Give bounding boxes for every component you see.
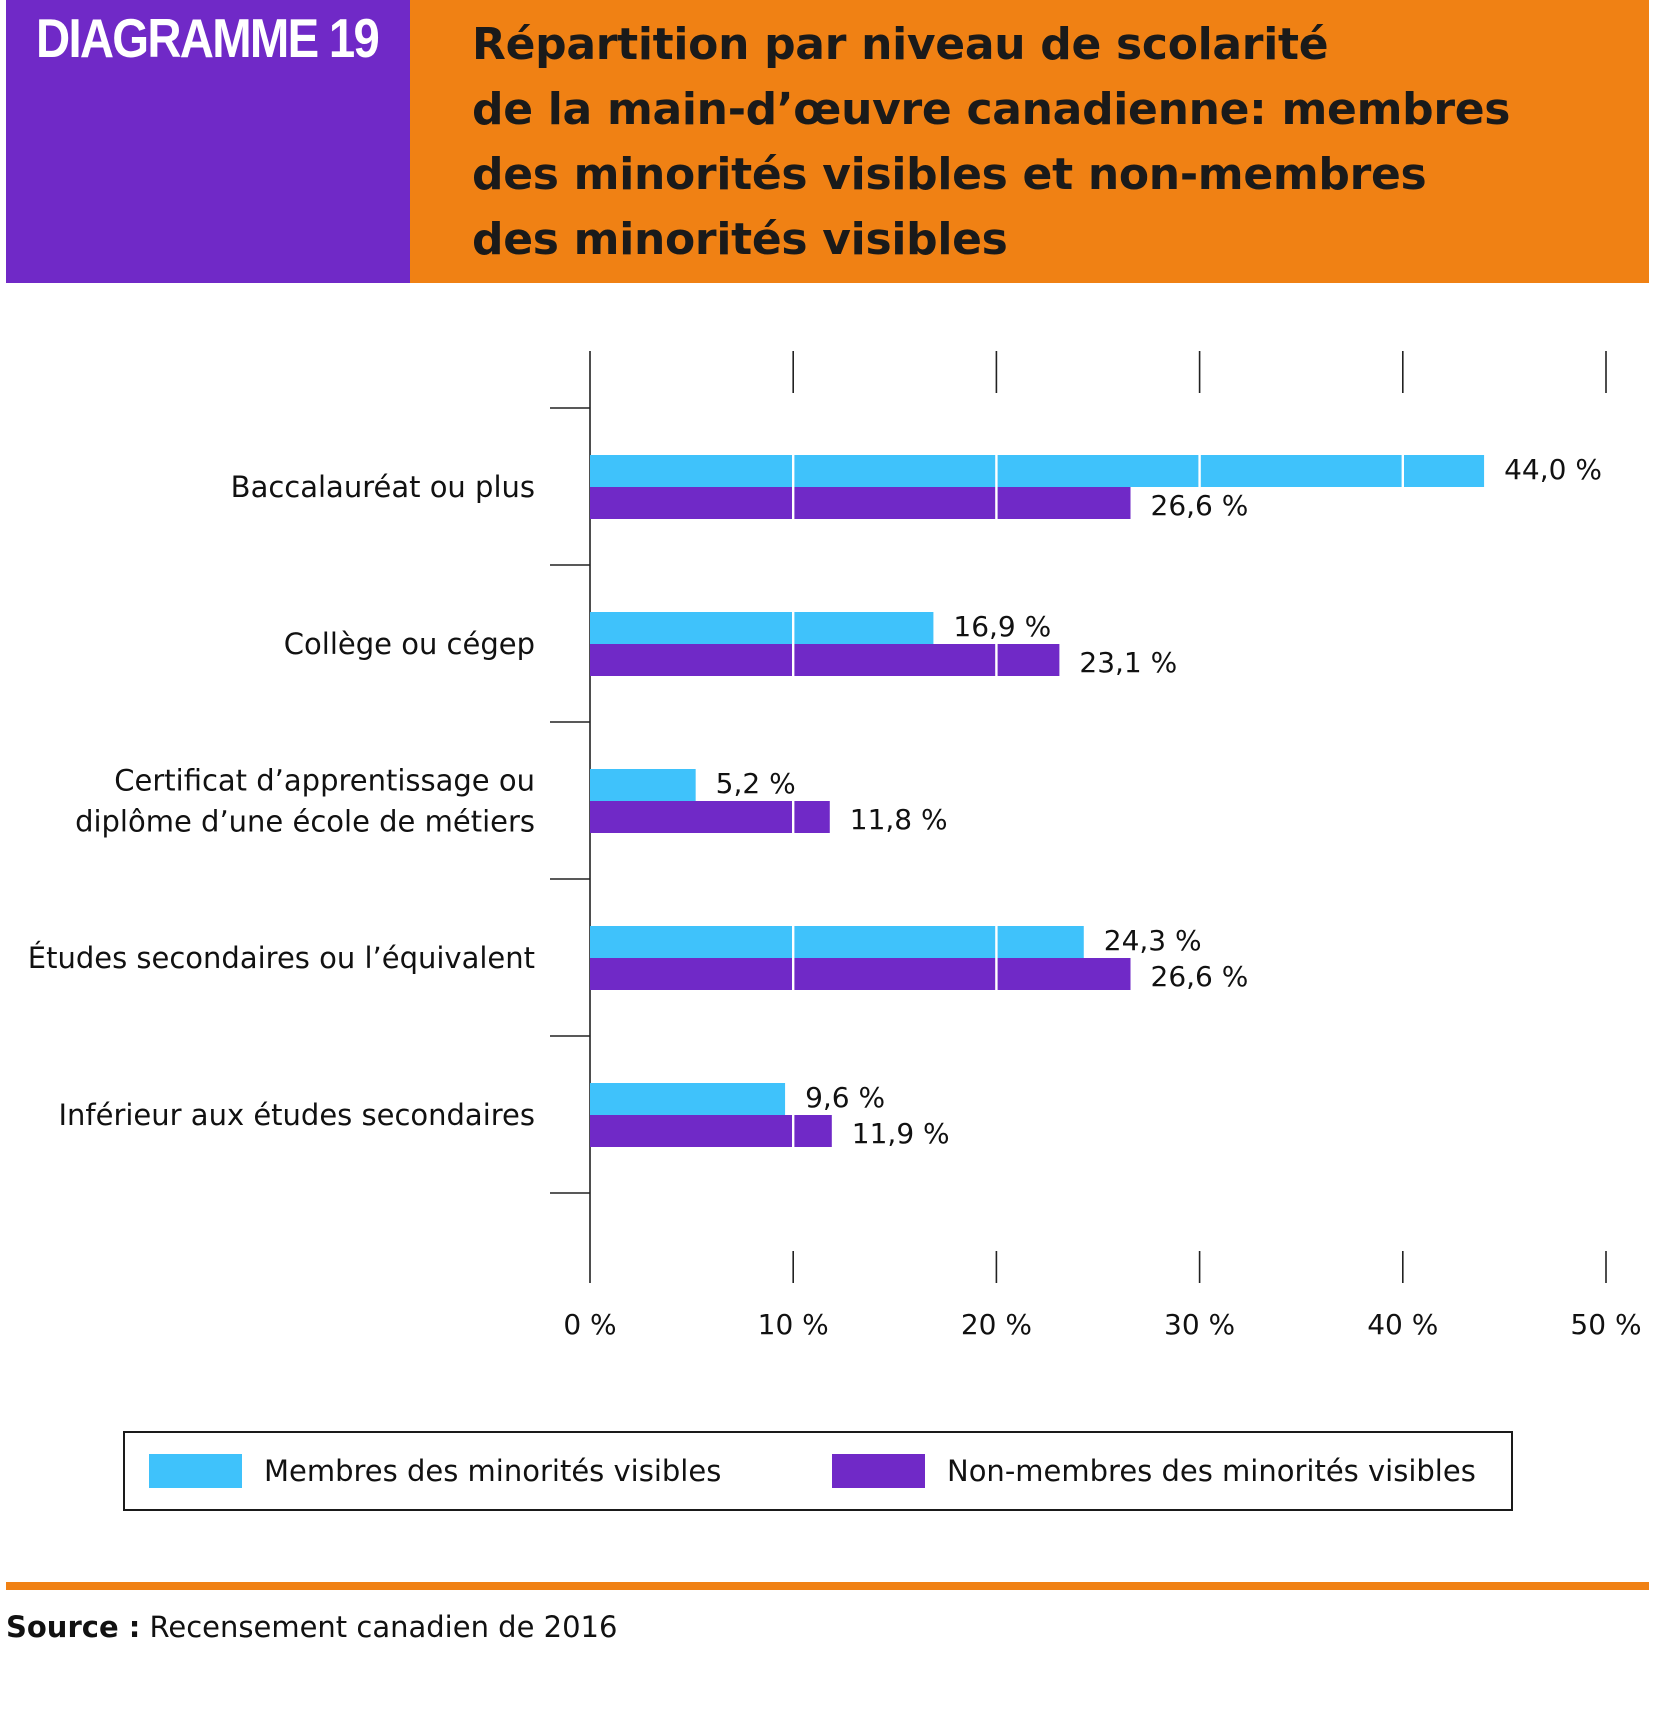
legend-label: Non-membres des minorités visibles — [947, 1454, 1476, 1488]
category-label: Certificat d’apprentissage ou — [114, 764, 535, 798]
x-tick-label: 0 % — [563, 1308, 616, 1341]
data-label: 44,0 % — [1504, 453, 1602, 486]
bar — [590, 455, 1485, 487]
legend: Membres des minorités visibles Non-membr… — [123, 1431, 1513, 1511]
bar — [590, 1083, 786, 1115]
bar — [590, 644, 1060, 676]
category-label: Baccalauréat ou plus — [231, 470, 535, 504]
category-label: diplôme d’une école de métiers — [75, 805, 535, 839]
x-tick-label: 30 % — [1164, 1308, 1235, 1341]
data-label: 16,9 % — [953, 610, 1051, 643]
legend-swatch-visible-minorities — [149, 1454, 242, 1488]
chart-title: Répartition par niveau de scolarité de l… — [472, 12, 1632, 272]
chart-title-line: de la main-d’œuvre canadienne: membres — [472, 84, 1511, 135]
category-label: Inférieur aux études secondaires — [58, 1098, 535, 1132]
data-label: 23,1 % — [1079, 646, 1177, 679]
header-badge: DIAGRAMME 19 — [6, 0, 410, 283]
bar — [590, 769, 696, 801]
bar — [590, 926, 1084, 958]
x-tick-label: 40 % — [1367, 1308, 1438, 1341]
header-title-box: Répartition par niveau de scolarité de l… — [410, 0, 1649, 283]
chart-title-line: des minorités visibles — [472, 214, 1008, 265]
legend-swatch-non-visible-minorities — [832, 1454, 925, 1488]
source-note: Source : Recensement canadien de 2016 — [6, 1610, 617, 1644]
data-label: 26,6 % — [1151, 960, 1249, 993]
bar — [590, 1115, 832, 1147]
source-text: Recensement canadien de 2016 — [140, 1610, 618, 1644]
header: DIAGRAMME 19 Répartition par niveau de s… — [6, 0, 1649, 283]
bar — [590, 801, 830, 833]
legend-item-non-visible-minorities: Non-membres des minorités visibles — [832, 1433, 1476, 1509]
x-tick-label: 50 % — [1570, 1308, 1641, 1341]
bar — [590, 612, 934, 644]
category-label: Collège ou cégep — [284, 627, 535, 661]
footer-rule — [6, 1582, 1649, 1590]
bar — [590, 487, 1131, 519]
data-label: 9,6 % — [805, 1081, 885, 1114]
legend-item-visible-minorities: Membres des minorités visibles — [149, 1433, 721, 1509]
data-label: 24,3 % — [1104, 924, 1202, 957]
chart-title-line: des minorités visibles et non-membres — [472, 149, 1427, 200]
x-tick-label: 20 % — [961, 1308, 1032, 1341]
data-label: 11,8 % — [850, 803, 948, 836]
legend-label: Membres des minorités visibles — [264, 1454, 722, 1488]
x-tick-label: 10 % — [758, 1308, 829, 1341]
category-label: Études secondaires ou l’équivalent — [28, 941, 535, 975]
source-label: Source : — [6, 1610, 141, 1644]
diagram-number: DIAGRAMME 19 — [36, 7, 380, 69]
bar-chart: 0 % 10 % 20 % 30 % 40 % 50 % 44,0 % 26,6 % Bacca… — [28, 351, 1642, 1341]
data-label: 5,2 % — [716, 767, 796, 800]
data-label: 26,6 % — [1151, 489, 1249, 522]
bar — [590, 958, 1131, 990]
chart-title-line: Répartition par niveau de scolarité — [472, 19, 1329, 70]
data-label: 11,9 % — [852, 1117, 950, 1150]
